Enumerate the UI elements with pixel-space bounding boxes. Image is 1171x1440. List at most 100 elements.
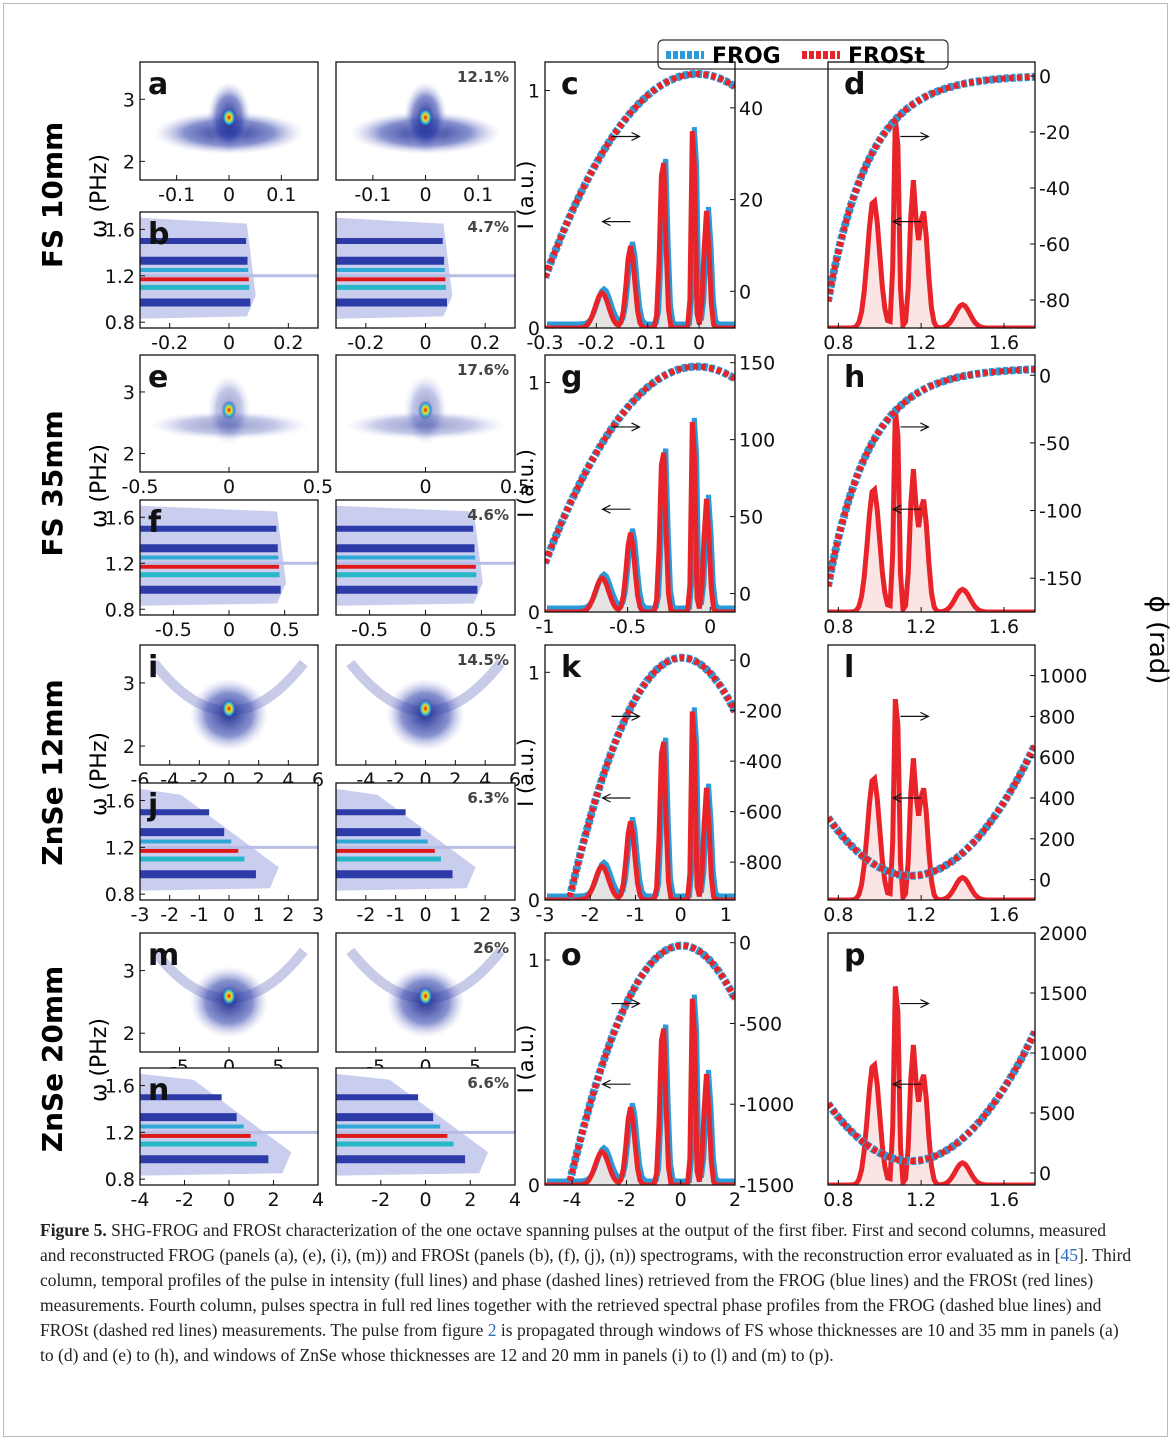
x-tick-label: 0 (223, 332, 235, 354)
x-tick-label: 3 (509, 904, 521, 926)
axis-label: ω (PHz) (87, 444, 112, 528)
x-tick-label: 4 (509, 1189, 521, 1210)
y2-tick-label: 0 (739, 281, 751, 303)
plot-area (545, 362, 735, 612)
panel-letter: g (561, 360, 582, 395)
x-tick-label: -2 (617, 1189, 636, 1210)
x-tick-label: -0.2 (151, 332, 188, 354)
y2-tick-label: 1000 (1039, 1043, 1087, 1065)
y-tick-label: 3 (123, 382, 135, 404)
arrow (601, 793, 631, 803)
axes-frame (827, 354, 1036, 613)
y2-tick-label: 1500 (1039, 983, 1087, 1005)
plot-area (140, 500, 318, 615)
frost-phase (566, 942, 735, 1185)
plot-area (828, 698, 1035, 900)
y2-tick-label: 0 (1039, 1163, 1051, 1185)
arrow (611, 422, 641, 432)
x-tick-label: -4 (563, 1189, 582, 1210)
error-label: 6.6% (467, 1074, 509, 1092)
x-tick-label: 0.5 (270, 619, 300, 641)
y2-tick-label: -400 (739, 751, 782, 773)
x-tick-label: -1 (190, 904, 209, 926)
x-tick-label: 0.8 (823, 616, 853, 638)
arrow (601, 504, 631, 514)
panel-letter: l (844, 650, 854, 685)
y2-tick-label: -150 (1039, 568, 1082, 590)
x-tick-label: -1 (626, 904, 645, 926)
y-tick-label: 1.2 (105, 837, 135, 859)
axes-frame (827, 644, 1036, 901)
error-label: 6.3% (467, 789, 509, 807)
axes-frame (544, 644, 736, 901)
y2-tick-label: 0 (739, 933, 751, 955)
plot-area (336, 933, 515, 1052)
axis-label: I (a.u.) (514, 161, 538, 230)
plot-area (140, 1068, 318, 1185)
axis-label: I (a.u.) (514, 1025, 538, 1094)
panel-letter: c (561, 67, 579, 102)
y2-tick-label: 50 (739, 507, 763, 529)
axis-label: t (ps) (200, 1208, 258, 1210)
panel-letter: p (844, 938, 865, 973)
x-tick-label: 0.8 (823, 332, 853, 354)
y-tick-label: 2 (123, 736, 135, 758)
panel-letter: h (844, 360, 865, 395)
x-tick-label: 0 (419, 904, 431, 926)
x-tick-label: -3 (536, 904, 555, 926)
axis-label: ω (PHz) (87, 1018, 112, 1102)
plot-area (140, 355, 318, 472)
y-tick-label: 1 (528, 373, 540, 395)
plot-area (336, 500, 515, 615)
x-tick-label: -2 (371, 1189, 390, 1210)
x-tick-label: 2 (267, 1189, 279, 1210)
reference[interactable]: 45 (1060, 1245, 1079, 1265)
x-tick-label: -0.1 (158, 184, 195, 206)
x-tick-label: 0.5 (303, 476, 333, 498)
x-tick-label: 1.6 (989, 904, 1019, 926)
axis-label: I (a.u.) (514, 449, 538, 518)
arrow (891, 793, 922, 803)
x-tick-label: -2 (160, 904, 179, 926)
plot-area (140, 783, 318, 900)
y-tick-label: 1.2 (105, 553, 135, 575)
x-tick-label: 2 (464, 1189, 476, 1210)
y2-tick-label: 0 (739, 650, 751, 672)
axis-label: I (a.u.) (514, 738, 538, 807)
axes-frame (827, 932, 1036, 1186)
x-tick-label: 0 (223, 1189, 235, 1210)
x-tick-label: -4 (131, 1189, 150, 1210)
caption-text: is propagated through windows of FS whos… (40, 1320, 1119, 1365)
panel-letter: b (148, 217, 169, 252)
x-tick-label: 2 (479, 904, 491, 926)
x-tick-label: 1 (449, 904, 461, 926)
x-tick-label: 1.2 (906, 332, 936, 354)
y-tick-label: 0 (528, 1175, 540, 1197)
y-tick-label: 3 (123, 89, 135, 111)
y2-tick-label: -100 (1039, 501, 1082, 523)
reference[interactable]: 2 (487, 1320, 497, 1340)
panel-letter: n (148, 1073, 169, 1108)
plot-area (336, 645, 515, 765)
core (418, 400, 433, 420)
frost-phase (545, 71, 735, 279)
y-tick-label: 2 (123, 1023, 135, 1045)
y2-tick-label: -60 (1039, 234, 1070, 256)
x-tick-label: 2 (729, 1189, 741, 1210)
y-tick-label: 1.2 (105, 1122, 135, 1144)
x-tick-label: 1.6 (989, 1189, 1019, 1210)
panel-letter: d (844, 67, 865, 102)
x-tick-label: -0.1 (354, 184, 391, 206)
axis-label: t (ps) (611, 1208, 669, 1210)
plot-area (828, 72, 1035, 328)
x-tick-label: 0 (704, 616, 716, 638)
y-tick-label: 0 (528, 602, 540, 624)
arrow (891, 1079, 922, 1089)
y-tick-label: 2 (123, 444, 135, 466)
panel-letter: k (561, 650, 582, 685)
x-tick-label: -0.5 (351, 619, 388, 641)
x-tick-label: 0 (223, 184, 235, 206)
x-tick-label: 0 (675, 1189, 687, 1210)
arrow (900, 422, 930, 432)
